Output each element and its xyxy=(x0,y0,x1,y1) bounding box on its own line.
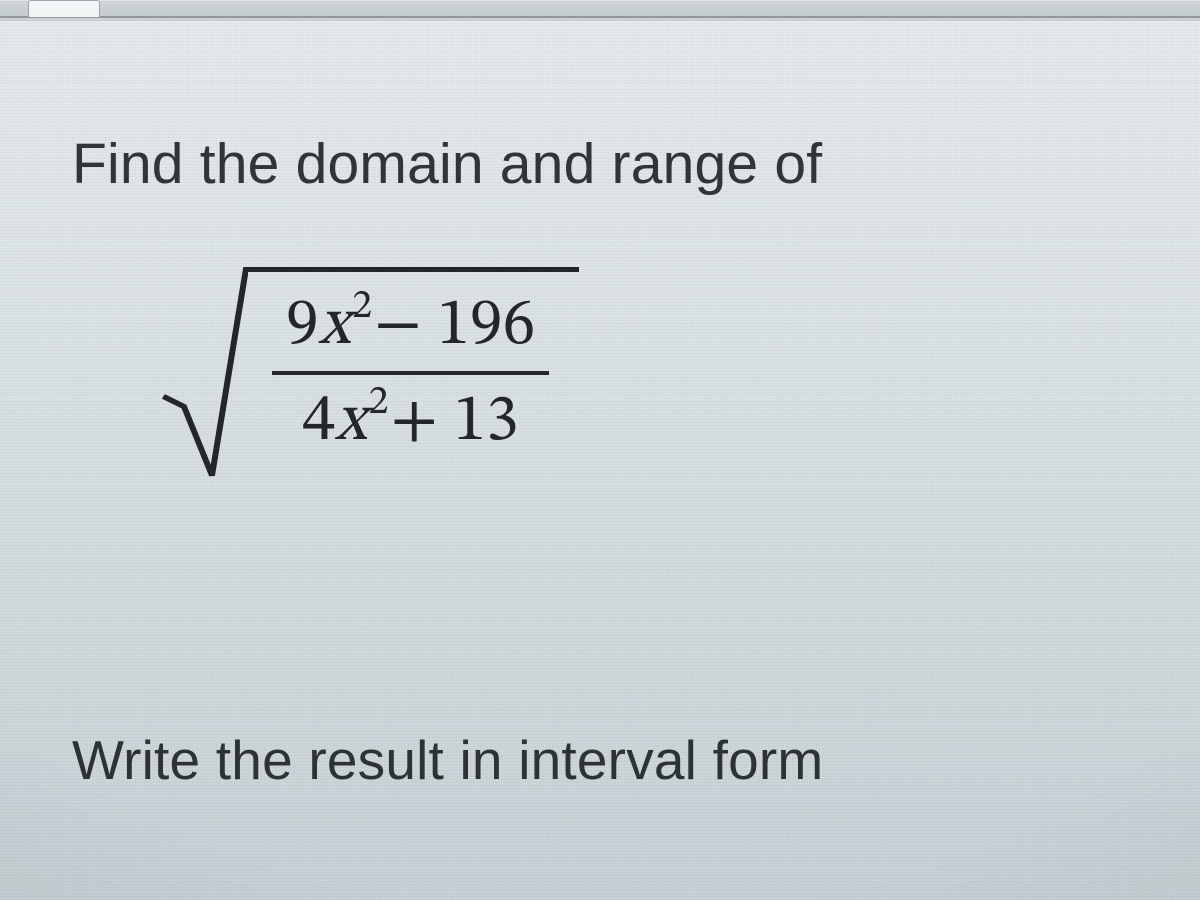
square-root: 9x2− 196 4x2+ 13 xyxy=(162,267,579,479)
numerator: 9x2− 196 xyxy=(272,289,549,365)
browser-chrome-hint xyxy=(0,0,1200,18)
radical-sign xyxy=(162,267,248,479)
num-var: x xyxy=(319,293,351,359)
den-exp: 2 xyxy=(369,383,389,423)
browser-tab-fragment xyxy=(28,0,100,17)
fraction-bar xyxy=(272,371,549,375)
fraction: 9x2− 196 4x2+ 13 xyxy=(272,289,549,461)
num-exp: 2 xyxy=(352,287,372,327)
question-container: Find the domain and range of 9x2− 196 xyxy=(0,21,1200,484)
question-prompt: Find the domain and range of xyxy=(72,131,1130,197)
den-var: x xyxy=(335,389,367,455)
den-op: + xyxy=(390,389,438,455)
question-instruction: Write the result in interval form xyxy=(72,728,823,792)
math-expression: 9x2− 196 4x2+ 13 xyxy=(162,267,579,479)
vinculum-bar xyxy=(246,267,579,272)
den-const: 13 xyxy=(453,389,518,455)
num-const: 196 xyxy=(437,293,535,359)
denominator: 4x2+ 13 xyxy=(288,385,533,461)
radicand: 9x2− 196 4x2+ 13 xyxy=(248,267,579,479)
num-coef: 9 xyxy=(286,293,319,359)
question-page: Find the domain and range of 9x2− 196 xyxy=(0,18,1200,900)
num-op: − xyxy=(374,293,422,359)
den-coef: 4 xyxy=(302,389,335,455)
